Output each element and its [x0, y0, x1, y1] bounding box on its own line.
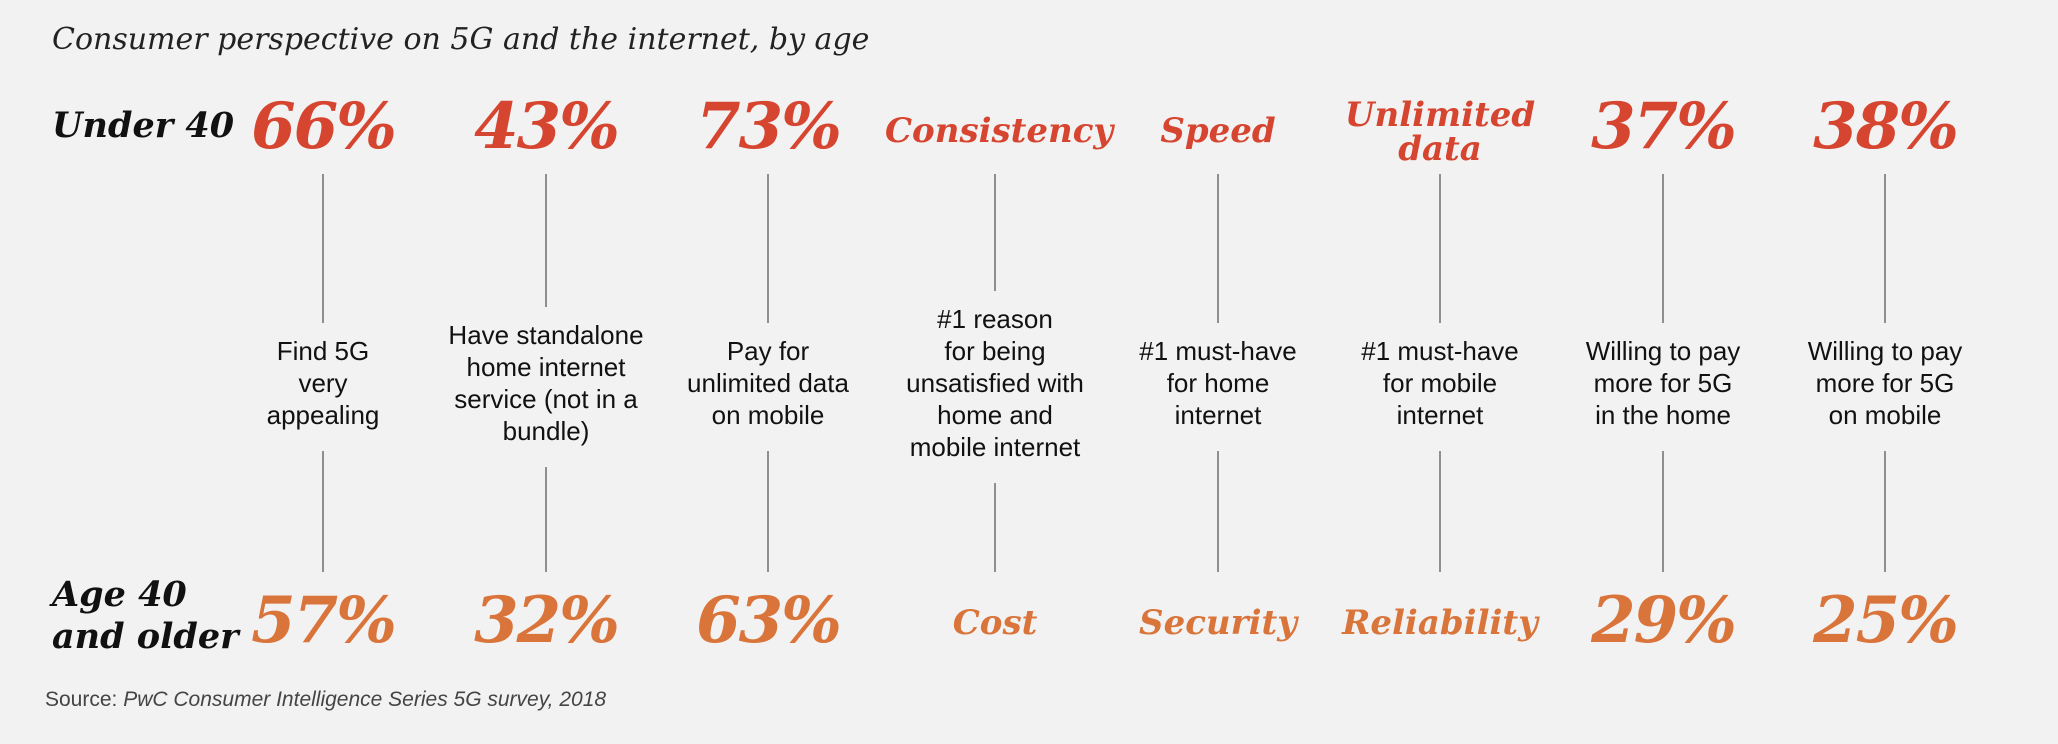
age-40-older-value-6: Reliability: [1342, 603, 1538, 643]
metric-column-1: 66% 57% Find 5G very appealing: [213, 0, 433, 744]
metric-description-line: home internet: [466, 352, 626, 382]
metric-description-line: Find 5G: [276, 336, 370, 366]
metric-description-line: more for 5G: [1593, 368, 1733, 398]
age-40-older-value-3: 63%: [696, 583, 842, 658]
metric-description-line: service (not in a: [454, 384, 638, 414]
age-40-older-value-4: Cost: [952, 603, 1038, 643]
under-40-value-3: 73%: [696, 89, 842, 164]
source-note: Source: PwC Consumer Intelligence Series…: [45, 688, 606, 712]
under-40-value-6: Unlimited data: [1344, 95, 1536, 169]
metric-description-8: Willing to pay more for 5G on mobile: [1765, 335, 2005, 431]
metric-description-6: #1 must-have for mobile internet: [1320, 335, 1560, 431]
metric-description-line: unlimited data: [687, 368, 849, 398]
metric-description-line: for being: [944, 336, 1046, 366]
connector-line-top-3: [767, 174, 769, 323]
metric-description-line: for home: [1166, 368, 1270, 398]
metric-description-line: unsatisfied with: [906, 368, 1084, 398]
metric-description-line: Have standalone: [448, 320, 644, 350]
connector-line-top-4: [994, 174, 996, 291]
connector-line-bottom-6: [1439, 451, 1441, 572]
connector-line-top-6: [1439, 174, 1441, 323]
connector-line-top-5: [1217, 174, 1219, 323]
metric-description-line: on mobile: [1828, 400, 1942, 430]
metric-description-line: bundle): [502, 416, 590, 446]
connector-line-bottom-7: [1662, 451, 1664, 572]
connector-line-bottom-8: [1884, 451, 1886, 572]
age-40-older-value-7: 29%: [1591, 583, 1737, 658]
age-40-older-value-2: 32%: [474, 583, 620, 658]
metric-column-4: Consistency Cost #1 reason for being unsatis…: [885, 0, 1114, 744]
connector-line-top-2: [545, 174, 547, 307]
metric-description-2: Have standalone home internet service (not…: [426, 319, 666, 447]
connector-line-bottom-2: [545, 467, 547, 572]
metric-column-7: 37% 29% Willing to pay more for 5G in the ho…: [1553, 0, 1773, 744]
metric-description-line: mobile internet: [909, 432, 1081, 462]
source-prefix: Source:: [45, 688, 124, 711]
age-40-older-value-5: Security: [1139, 603, 1297, 643]
metric-column-6: Unlimited data Reliability #1 must-have for …: [1330, 0, 1550, 744]
connector-line-bottom-1: [322, 451, 324, 572]
metric-description-line: in the home: [1595, 400, 1731, 430]
metric-description-3: Pay for unlimited data on mobile: [648, 335, 888, 431]
under-40-value-2: 43%: [474, 89, 620, 164]
row-label-age-40-line1: Age 40: [52, 574, 187, 615]
age-40-older-value-8: 25%: [1813, 583, 1959, 658]
under-40-value-1: 66%: [251, 89, 397, 164]
connector-line-bottom-3: [767, 451, 769, 572]
metric-description-line: very: [298, 368, 348, 398]
age-40-older-value-1: 57%: [251, 583, 397, 658]
chart-title: Consumer perspective on 5G and the inter…: [52, 22, 870, 57]
metric-description-7: Willing to pay more for 5G in the home: [1543, 335, 1783, 431]
metric-description-line: Willing to pay: [1585, 336, 1741, 366]
metric-description-line: for mobile: [1382, 368, 1498, 398]
metric-description-line: internet: [1396, 400, 1484, 430]
metric-description-line: #1 must-have: [1139, 336, 1297, 366]
metric-description-line: #1 reason: [937, 304, 1053, 334]
connector-line-top-8: [1884, 174, 1886, 323]
under-40-value-4: Consistency: [885, 111, 1114, 151]
metric-description-1: Find 5G very appealing: [203, 335, 443, 431]
metric-column-8: 38% 25% Willing to pay more for 5G on mobile: [1775, 0, 1995, 744]
connector-line-bottom-4: [994, 483, 996, 572]
metric-description-4: #1 reason for being unsatisfied with home a…: [875, 303, 1115, 463]
metric-description-line: appealing: [266, 400, 380, 430]
connector-line-bottom-5: [1217, 451, 1219, 572]
metric-description-line: #1 must-have: [1361, 336, 1519, 366]
metric-description-line: on mobile: [711, 400, 825, 430]
under-40-value-8: 38%: [1813, 89, 1959, 164]
metric-description-5: #1 must-have for home internet: [1098, 335, 1338, 431]
under-40-value-7: 37%: [1591, 89, 1737, 164]
metric-description-line: more for 5G: [1815, 368, 1955, 398]
connector-line-top-1: [322, 174, 324, 323]
metric-description-line: Willing to pay: [1807, 336, 1963, 366]
row-label-age-40-line2: and older: [52, 616, 239, 657]
metric-column-5: Speed Security #1 must-have for home interne…: [1108, 0, 1328, 744]
metric-description-line: internet: [1174, 400, 1262, 430]
connector-line-top-7: [1662, 174, 1664, 323]
metric-description-line: home and: [937, 400, 1053, 430]
metric-column-2: 43% 32% Have standalone home internet servic…: [436, 0, 656, 744]
under-40-value-5: Speed: [1160, 111, 1276, 151]
metric-column-3: 73% 63% Pay for unlimited data on mobile: [658, 0, 878, 744]
row-label-age-40-older: Age 40 and older: [52, 574, 239, 658]
row-label-under-40: Under 40: [52, 105, 235, 146]
source-text: PwC Consumer Intelligence Series 5G surv…: [123, 688, 607, 711]
metric-description-line: Pay for: [726, 336, 810, 366]
